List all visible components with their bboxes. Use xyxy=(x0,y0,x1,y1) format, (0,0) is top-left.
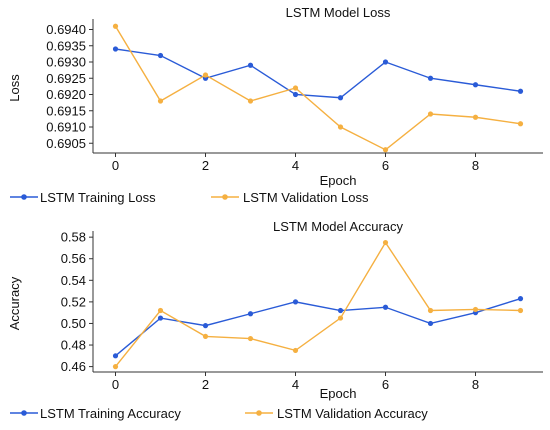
accuracy-legend-training-marker xyxy=(21,410,27,416)
loss-x-tick-label: 8 xyxy=(472,158,479,173)
loss-x-tick-label: 6 xyxy=(382,158,389,173)
loss-validation-point xyxy=(112,23,119,29)
accuracy-validation-point xyxy=(427,307,434,314)
loss-legend-validation-label: LSTM Validation Loss xyxy=(243,190,369,205)
loss-training-point xyxy=(292,91,299,98)
accuracy-legend-validation-label: LSTM Validation Accuracy xyxy=(277,406,428,421)
loss-y-tick-label: 0.6910 xyxy=(46,120,86,135)
loss-validation-line xyxy=(114,25,521,151)
loss-validation-point xyxy=(382,147,389,153)
loss-x-tick-label: 2 xyxy=(202,158,209,173)
loss-training-point xyxy=(472,82,479,88)
loss-x-tick-label: 4 xyxy=(292,158,299,173)
loss-x-axis-label: Epoch xyxy=(320,173,357,188)
accuracy-training-point xyxy=(292,299,299,305)
accuracy-x-tick-label: 8 xyxy=(472,377,479,392)
accuracy-training-point xyxy=(517,296,524,302)
loss-y-tick-label: 0.6925 xyxy=(46,71,86,86)
loss-legend-training-label: LSTM Training Loss xyxy=(40,190,156,205)
accuracy-y-tick-label: 0.48 xyxy=(61,338,86,353)
loss-y-tick-label: 0.6915 xyxy=(46,103,86,118)
accuracy-validation-point xyxy=(382,239,389,246)
loss-training-point xyxy=(337,95,344,101)
loss-training-point xyxy=(247,62,254,68)
accuracy-validation-point xyxy=(472,306,479,313)
accuracy-y-tick-label: 0.56 xyxy=(61,251,86,266)
accuracy-training-point xyxy=(112,353,119,359)
accuracy-validation-point xyxy=(202,333,209,340)
loss-y-tick-label: 0.6920 xyxy=(46,87,86,102)
loss-training-line xyxy=(115,48,521,99)
loss-y-axis-label: Loss xyxy=(7,74,22,102)
accuracy-validation-point xyxy=(292,347,299,354)
accuracy-y-tick-label: 0.52 xyxy=(61,294,86,309)
accuracy-training-point xyxy=(202,323,209,329)
loss-validation-point xyxy=(472,114,479,120)
loss-validation-point xyxy=(517,121,524,127)
accuracy-y-axis-label: Accuracy xyxy=(7,276,22,330)
loss-y-tick-label: 0.6905 xyxy=(46,136,86,151)
loss-legend-validation-marker xyxy=(222,194,228,200)
accuracy-y-tick-label: 0.58 xyxy=(61,230,86,245)
accuracy-validation-point xyxy=(247,335,254,342)
loss-validation-point xyxy=(337,124,344,130)
accuracy-training-point xyxy=(382,304,389,310)
accuracy-validation-point xyxy=(112,364,119,370)
accuracy-x-tick-label: 4 xyxy=(292,377,299,392)
accuracy-training-line xyxy=(115,297,521,357)
loss-training-point xyxy=(427,75,434,81)
accuracy-y-tick-label: 0.50 xyxy=(61,316,86,331)
loss-validation-point xyxy=(427,111,434,117)
loss-y-tick-label: 0.6930 xyxy=(46,55,86,70)
accuracy-training-point xyxy=(247,311,254,317)
loss-training-point xyxy=(157,52,164,59)
loss-training-point xyxy=(112,46,119,52)
accuracy-legend-training-label: LSTM Training Accuracy xyxy=(40,406,181,421)
loss-chart-title: LSTM Model Loss xyxy=(286,5,391,20)
accuracy-legend-validation-marker xyxy=(256,410,262,416)
accuracy-validation-point xyxy=(157,307,164,314)
accuracy-chart-title: LSTM Model Accuracy xyxy=(273,219,404,234)
accuracy-chart: LSTM Model Accuracy 0.46 0.48 0.50 0.52 0.54 0… xyxy=(7,219,543,421)
accuracy-training-point xyxy=(427,320,434,327)
accuracy-validation-point xyxy=(337,315,344,321)
loss-training-point xyxy=(517,88,524,94)
accuracy-x-tick-label: 2 xyxy=(202,377,209,392)
accuracy-y-tick-label: 0.54 xyxy=(61,273,86,288)
loss-x-tick-label: 0 xyxy=(112,158,119,173)
accuracy-training-point xyxy=(337,307,344,314)
accuracy-x-axis-label: Epoch xyxy=(320,386,357,401)
loss-validation-point xyxy=(247,98,254,104)
accuracy-x-tick-label: 6 xyxy=(382,377,389,392)
loss-y-tick-label: 0.6940 xyxy=(46,22,86,37)
accuracy-validation-point xyxy=(517,307,524,314)
loss-validation-point xyxy=(157,98,164,104)
loss-legend-training-marker xyxy=(21,194,27,200)
loss-validation-point xyxy=(292,85,299,91)
accuracy-x-tick-label: 0 xyxy=(112,377,119,392)
accuracy-validation-line xyxy=(114,241,521,368)
accuracy-training-point xyxy=(157,315,164,321)
loss-training-point xyxy=(382,59,389,65)
accuracy-y-tick-label: 0.46 xyxy=(61,359,86,374)
loss-y-tick-label: 0.6935 xyxy=(46,38,86,53)
loss-validation-point xyxy=(202,72,209,78)
loss-chart: LSTM Model Loss0.69050.69100.69150.69200… xyxy=(7,5,543,205)
